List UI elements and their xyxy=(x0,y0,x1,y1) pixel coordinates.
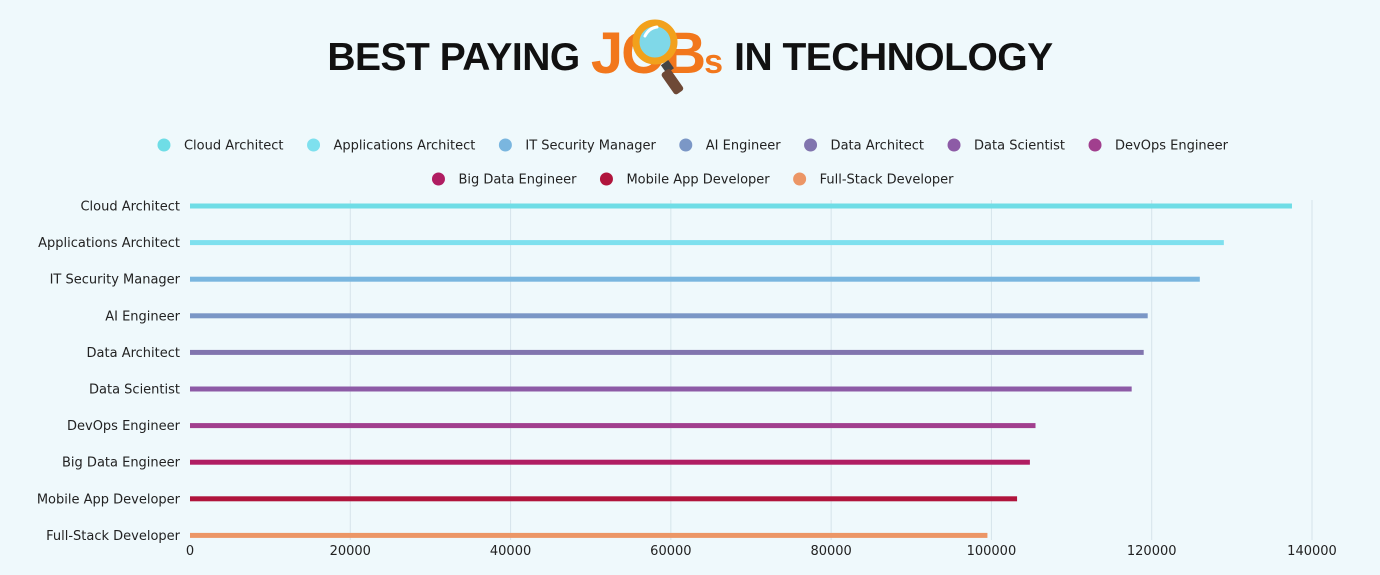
legend-swatch-1 xyxy=(307,138,321,152)
bar-5 xyxy=(190,386,1132,392)
chart-title: BEST PAYING JOBs IN TECHNOLOGY xyxy=(0,19,1380,96)
category-label-7: Big Data Engineer xyxy=(62,456,181,471)
x-tick-label-0: 0 xyxy=(186,544,194,559)
title-letter-s: s xyxy=(704,43,724,81)
legend-label-5: Data Scientist xyxy=(974,139,1065,154)
legend-label-2: IT Security Manager xyxy=(525,139,656,154)
bar-1 xyxy=(190,240,1224,246)
category-axis: Cloud Architect Applications Architect IT … xyxy=(37,200,181,544)
x-tick-label-60000: 60000 xyxy=(650,544,691,559)
x-tick-label-40000: 40000 xyxy=(490,544,531,559)
chart-grid xyxy=(349,200,1313,540)
title-text-after: IN TECHNOLOGY xyxy=(734,36,1053,79)
category-label-6: DevOps Engineer xyxy=(67,419,181,434)
category-label-0: Cloud Architect xyxy=(80,200,180,215)
legend-label-0: Cloud Architect xyxy=(184,139,284,154)
bar-2 xyxy=(190,276,1200,282)
category-label-8: Mobile App Developer xyxy=(37,492,181,507)
legend-label-4: Data Architect xyxy=(831,139,924,154)
legend-label-9: Full-Stack Developer xyxy=(820,173,955,188)
magnifier-icon xyxy=(632,19,684,95)
category-label-9: Full-Stack Developer xyxy=(46,529,181,544)
title-text-before: BEST PAYING xyxy=(327,36,580,79)
title-letter-j: J xyxy=(590,21,623,86)
legend-swatch-4 xyxy=(804,138,818,152)
legend-label-7: Big Data Engineer xyxy=(458,173,577,188)
legend-swatch-3 xyxy=(679,138,693,152)
legend-swatch-5 xyxy=(947,138,961,152)
legend-label-8: Mobile App Developer xyxy=(626,173,770,188)
bar-9 xyxy=(190,532,988,538)
x-tick-label-100000: 100000 xyxy=(967,544,1017,559)
legend-label-1: Applications Architect xyxy=(334,139,476,154)
legend-item-3: AI Engineer xyxy=(679,138,781,154)
legend-swatch-0 xyxy=(157,138,171,152)
legend-swatch-7 xyxy=(431,172,445,186)
legend-swatch-6 xyxy=(1088,138,1102,152)
bar-0 xyxy=(190,203,1292,209)
legend-item-4: Data Architect xyxy=(804,138,924,154)
title-highlight-jobs: JOBs xyxy=(591,19,724,95)
chart-bars xyxy=(190,203,1292,538)
category-label-4: Data Architect xyxy=(87,346,180,361)
legend-label-6: DevOps Engineer xyxy=(1115,139,1229,154)
legend-item-2: IT Security Manager xyxy=(498,138,656,154)
legend-item-5: Data Scientist xyxy=(947,138,1065,154)
legend-item-0: Cloud Architect xyxy=(157,138,284,154)
legend-swatch-9 xyxy=(793,172,807,186)
bar-7 xyxy=(190,459,1030,465)
category-label-1: Applications Architect xyxy=(38,236,180,251)
bar-8 xyxy=(190,496,1018,502)
bar-3 xyxy=(190,313,1148,319)
x-tick-label-80000: 80000 xyxy=(810,544,851,559)
x-tick-label-120000: 120000 xyxy=(1127,544,1177,559)
bar-4 xyxy=(190,349,1144,355)
category-label-3: AI Engineer xyxy=(105,309,180,324)
legend-item-6: DevOps Engineer xyxy=(1088,138,1229,154)
x-tick-label-20000: 20000 xyxy=(330,544,371,559)
category-label-5: Data Scientist xyxy=(89,383,180,398)
x-tick-label-140000: 140000 xyxy=(1287,544,1337,559)
legend-item-7: Big Data Engineer xyxy=(431,172,577,188)
legend-swatch-8 xyxy=(599,172,613,186)
legend-swatch-2 xyxy=(498,138,512,152)
legend-item-9: Full-Stack Developer xyxy=(793,172,955,188)
category-label-2: IT Security Manager xyxy=(50,273,181,288)
legend-label-3: AI Engineer xyxy=(706,139,781,154)
legend-item-1: Applications Architect xyxy=(307,138,476,154)
legend-item-8: Mobile App Developer xyxy=(599,172,770,188)
value-axis: 0 20000 40000 60000 80000 100000 120000 140000 xyxy=(186,544,1337,559)
chart-legend: Cloud Architect Applications Architect IT … xyxy=(157,138,1229,188)
bar-6 xyxy=(190,423,1036,429)
